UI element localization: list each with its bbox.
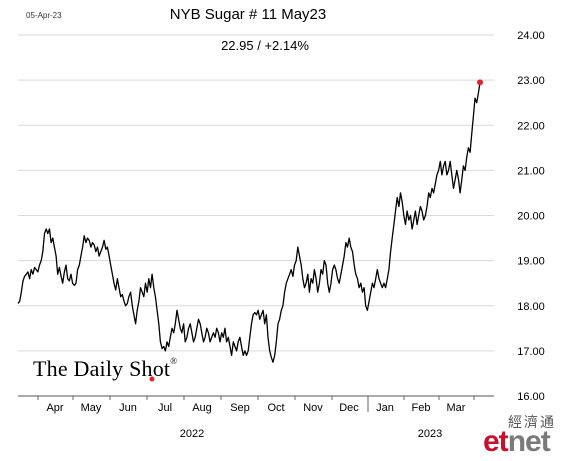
x-tick-label: Sep xyxy=(230,402,250,414)
x-tick-label: Jun xyxy=(119,402,137,414)
x-year-label: 2023 xyxy=(418,428,442,440)
y-tick-label: 17.00 xyxy=(517,346,545,358)
price-series-line xyxy=(17,82,481,363)
x-tick-label: Aug xyxy=(192,402,212,414)
x-axis-ticks: Apr May Jun Jul Aug Sep Oct Nov Dec Jan Feb Mar xyxy=(37,396,475,414)
y-tick-label: 18.00 xyxy=(517,301,545,313)
x-tick-label: Jan xyxy=(376,402,394,414)
x-tick-label: Feb xyxy=(412,402,431,414)
source-brand: The Daily Shot® xyxy=(33,356,177,382)
y-tick-label: 24.00 xyxy=(517,30,545,42)
x-tick-label: Mar xyxy=(447,402,466,414)
chart-subtitle: 22.95 / +2.14% xyxy=(221,38,309,53)
y-tick-label: 19.00 xyxy=(517,256,545,268)
y-tick-label: 21.00 xyxy=(517,165,545,177)
y-tick-label: 23.00 xyxy=(517,75,545,87)
watermark-net: net xyxy=(507,425,551,458)
y-tick-label: 20.00 xyxy=(517,211,545,223)
source-brand-text: The Daily Shot xyxy=(33,356,171,381)
y-tick-label: 22.00 xyxy=(517,120,545,132)
x-year-label: 2022 xyxy=(180,428,204,440)
x-tick-label: Oct xyxy=(267,402,284,414)
watermark-et: et xyxy=(483,425,509,458)
gridlines xyxy=(18,34,494,352)
last-value-marker xyxy=(477,79,483,86)
x-tick-label: Dec xyxy=(339,402,359,414)
x-tick-label: May xyxy=(81,402,102,414)
watermark-etnet: etnet xyxy=(483,425,551,459)
x-tick-label: Apr xyxy=(46,402,63,414)
y-axis-ticks: 24.00 23.00 22.00 21.00 20.00 19.00 18.00 17.00… xyxy=(517,30,545,403)
registered-mark: ® xyxy=(170,356,178,366)
x-tick-label: Nov xyxy=(303,402,323,414)
y-tick-label: 16.00 xyxy=(517,391,545,403)
x-tick-label: Jul xyxy=(158,402,172,414)
watermark-cn: 經濟通 xyxy=(508,414,556,430)
chart-title: NYB Sugar # 11 May23 xyxy=(169,6,327,23)
x-axis-years: 2022 2023 xyxy=(180,428,442,440)
brand-dot xyxy=(149,376,155,382)
chart-date: 05-Apr-23 xyxy=(26,11,62,20)
